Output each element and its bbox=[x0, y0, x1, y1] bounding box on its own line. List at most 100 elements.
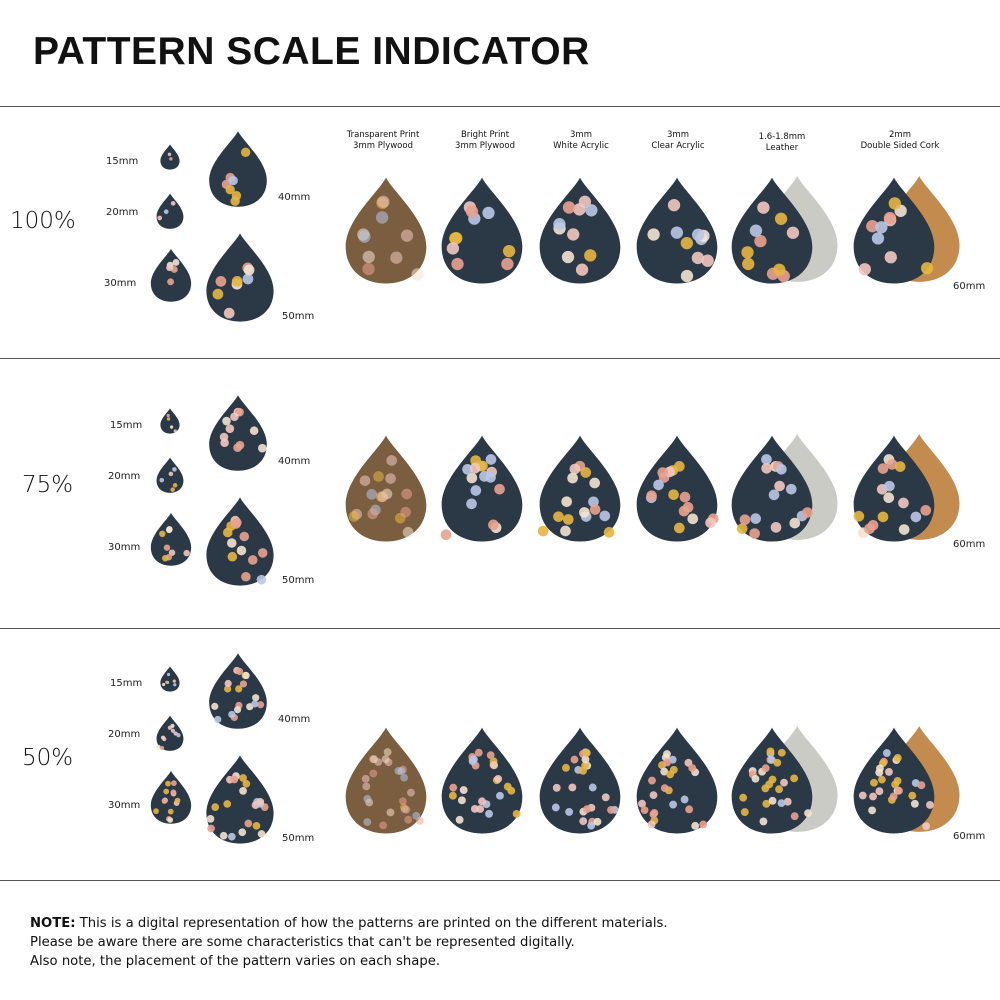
flower-mark bbox=[593, 817, 602, 826]
flower-mark bbox=[168, 471, 174, 477]
drop-shape bbox=[441, 177, 523, 284]
flower-mark bbox=[374, 758, 383, 766]
flower-mark bbox=[258, 443, 267, 453]
flower-mark bbox=[894, 461, 906, 472]
flower-mark bbox=[411, 268, 424, 281]
flower-mark bbox=[883, 492, 895, 504]
flower-mark bbox=[231, 276, 243, 287]
flower-mark bbox=[163, 544, 171, 551]
size-label: 20mm bbox=[108, 729, 141, 740]
flower-mark bbox=[751, 774, 760, 783]
flower-mark bbox=[757, 201, 770, 214]
flower-mark bbox=[239, 774, 247, 782]
flower-mark bbox=[585, 204, 598, 217]
flower-mark bbox=[761, 462, 772, 474]
flower-mark bbox=[485, 454, 497, 465]
divider bbox=[0, 106, 1000, 107]
flower-mark bbox=[607, 805, 615, 814]
flower-mark bbox=[485, 809, 493, 818]
drop-shape bbox=[539, 435, 621, 542]
flower-mark bbox=[680, 236, 694, 250]
flower-mark bbox=[449, 783, 458, 792]
size-label: 50mm bbox=[282, 833, 315, 844]
material-sample-drop bbox=[853, 176, 960, 284]
flower-mark bbox=[875, 221, 888, 234]
drop-shape bbox=[206, 755, 274, 844]
flower-mark bbox=[657, 467, 669, 478]
flower-mark bbox=[257, 548, 268, 558]
flower-mark bbox=[691, 251, 705, 265]
flower-mark bbox=[172, 679, 176, 683]
flower-mark bbox=[567, 472, 578, 484]
flower-mark bbox=[242, 671, 250, 680]
flower-mark bbox=[227, 551, 238, 562]
flower-mark bbox=[214, 715, 222, 724]
flower-mark bbox=[886, 459, 898, 470]
flower-mark bbox=[653, 479, 664, 491]
flower-mark bbox=[239, 787, 247, 795]
flower-mark bbox=[249, 426, 259, 436]
flower-mark bbox=[920, 262, 934, 275]
flower-mark bbox=[647, 228, 660, 241]
size-label: 40mm bbox=[278, 192, 311, 203]
drop-shape bbox=[160, 144, 180, 170]
flower-mark bbox=[386, 808, 395, 817]
flower-mark bbox=[385, 473, 396, 484]
flower-mark bbox=[552, 783, 561, 792]
flower-mark bbox=[455, 815, 464, 824]
flower-mark bbox=[853, 510, 865, 522]
flower-mark bbox=[580, 467, 592, 478]
flower-mark bbox=[578, 195, 592, 208]
flower-mark bbox=[166, 417, 171, 421]
drop-shape bbox=[150, 512, 192, 566]
flower-mark bbox=[870, 778, 878, 787]
flower-mark bbox=[169, 157, 173, 161]
flower-mark bbox=[780, 778, 788, 787]
flower-mark bbox=[579, 766, 587, 775]
flower-mark bbox=[898, 497, 909, 509]
size-label: 30mm bbox=[108, 800, 141, 811]
flower-mark bbox=[228, 710, 236, 719]
flower-mark bbox=[469, 462, 481, 474]
material-sample-drop bbox=[441, 727, 523, 834]
flower-mark bbox=[478, 797, 486, 806]
flower-mark bbox=[876, 764, 884, 773]
size-sample-drop bbox=[209, 395, 267, 471]
flower-mark bbox=[239, 531, 250, 542]
flower-mark bbox=[910, 799, 919, 808]
flower-mark bbox=[465, 205, 479, 218]
flower-mark bbox=[458, 796, 466, 805]
flower-mark bbox=[238, 828, 247, 837]
flower-mark bbox=[568, 783, 577, 792]
flower-mark bbox=[582, 805, 591, 814]
size-sample-drop bbox=[160, 666, 180, 692]
size-sample-drop bbox=[209, 653, 267, 729]
flower-mark bbox=[227, 832, 236, 841]
flower-mark bbox=[601, 793, 610, 802]
flower-mark bbox=[167, 278, 175, 286]
flower-mark bbox=[236, 667, 244, 676]
flower-mark bbox=[231, 519, 241, 529]
flower-mark bbox=[211, 803, 220, 811]
material-header: Transparent Print 3mm Plywood bbox=[328, 130, 438, 152]
material-header: Bright Print 3mm Plywood bbox=[430, 130, 540, 152]
flower-mark bbox=[459, 786, 468, 794]
flower-mark bbox=[553, 218, 566, 231]
size-sample-drop bbox=[209, 131, 267, 207]
flower-mark bbox=[761, 784, 770, 793]
flower-mark bbox=[156, 744, 161, 749]
flower-mark bbox=[400, 229, 414, 242]
size-sample-drop bbox=[150, 770, 192, 824]
flower-mark bbox=[565, 807, 574, 816]
flower-mark bbox=[692, 228, 705, 241]
flower-mark bbox=[667, 198, 681, 212]
size-label-large: 60mm bbox=[953, 831, 986, 842]
flower-mark bbox=[256, 701, 265, 709]
flower-mark bbox=[754, 234, 767, 248]
flower-mark bbox=[575, 263, 589, 276]
flower-mark bbox=[740, 808, 749, 816]
flower-mark bbox=[363, 818, 372, 826]
flower-mark bbox=[377, 491, 388, 503]
flower-mark bbox=[584, 249, 597, 262]
flower-mark bbox=[170, 728, 176, 733]
